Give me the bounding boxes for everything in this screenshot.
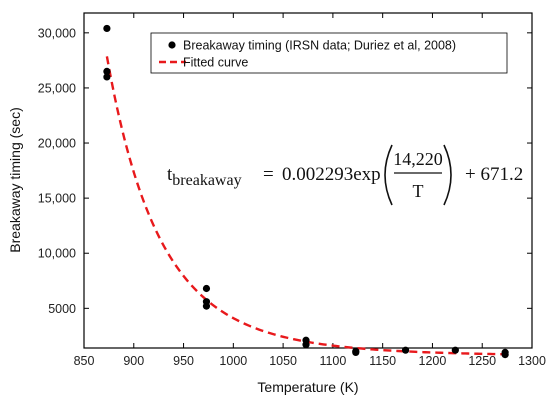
y-axis-title: Breakaway timing (sec) [7, 107, 23, 253]
x-tick-label: 1150 [369, 354, 396, 368]
data-point [451, 346, 459, 354]
y-tick-label: 15,000 [38, 192, 76, 206]
eq-lhs: tbreakaway [167, 164, 242, 189]
plot-frame [83, 12, 533, 349]
data-point [302, 341, 310, 349]
x-tick-label: 1050 [269, 354, 297, 368]
data-point [103, 67, 111, 76]
data-point [501, 351, 509, 359]
eq-coefficient: 0.002293exp [282, 164, 381, 185]
eq-left-paren [384, 144, 393, 206]
y-tick-label: 25,000 [38, 81, 76, 95]
x-tick-label: 900 [123, 354, 144, 368]
x-axis: 850 900 950 1000 1050 1100 1150 1200 1250 1300 [74, 13, 546, 368]
eq-right-paren [443, 144, 452, 206]
y-tick-label: 30,000 [38, 26, 76, 40]
data-point [401, 346, 410, 354]
data-point [103, 24, 111, 33]
x-tick-label: 1100 [319, 354, 346, 368]
fitted-curve-line [105, 56, 506, 356]
x-tick-label: 1250 [468, 354, 496, 368]
eq-numerator: 14,220 [393, 149, 443, 169]
x-tick-label: 850 [74, 354, 95, 368]
x-tick-label: 1300 [518, 354, 546, 368]
eq-equals: = [263, 164, 274, 185]
eq-t: t [167, 164, 173, 185]
eq-subscript: breakaway [172, 172, 241, 189]
legend-label-line: Fitted curve [183, 56, 248, 70]
data-point [202, 284, 211, 293]
x-tick-label: 950 [173, 354, 194, 368]
data-point [352, 348, 360, 357]
eq-tail: + 671.2 [465, 164, 523, 185]
legend-marker-scatter [168, 41, 176, 49]
data-point [202, 302, 211, 310]
legend-label-scatter: Breakaway timing (IRSN data; Duriez et a… [183, 39, 456, 53]
x-tick-label: 1200 [419, 354, 447, 368]
eq-denominator: T [413, 181, 424, 201]
y-axis: 5000 10,000 15,000 20,000 25,000 30,000 [38, 26, 532, 316]
y-tick-label: 5000 [48, 302, 76, 316]
y-tick-label: 20,000 [38, 137, 76, 151]
y-tick-label: 10,000 [38, 247, 76, 261]
x-axis-title: Temperature (K) [257, 379, 358, 395]
scatter-points [103, 24, 509, 359]
x-tick-label: 1000 [219, 354, 247, 368]
legend: Breakaway timing (IRSN data; Duriez et a… [150, 32, 508, 74]
equation-annotation: tbreakaway = 0.002293exp 14,220 T + 671.… [167, 144, 523, 206]
data-point [103, 73, 111, 81]
legend-box [150, 32, 508, 74]
